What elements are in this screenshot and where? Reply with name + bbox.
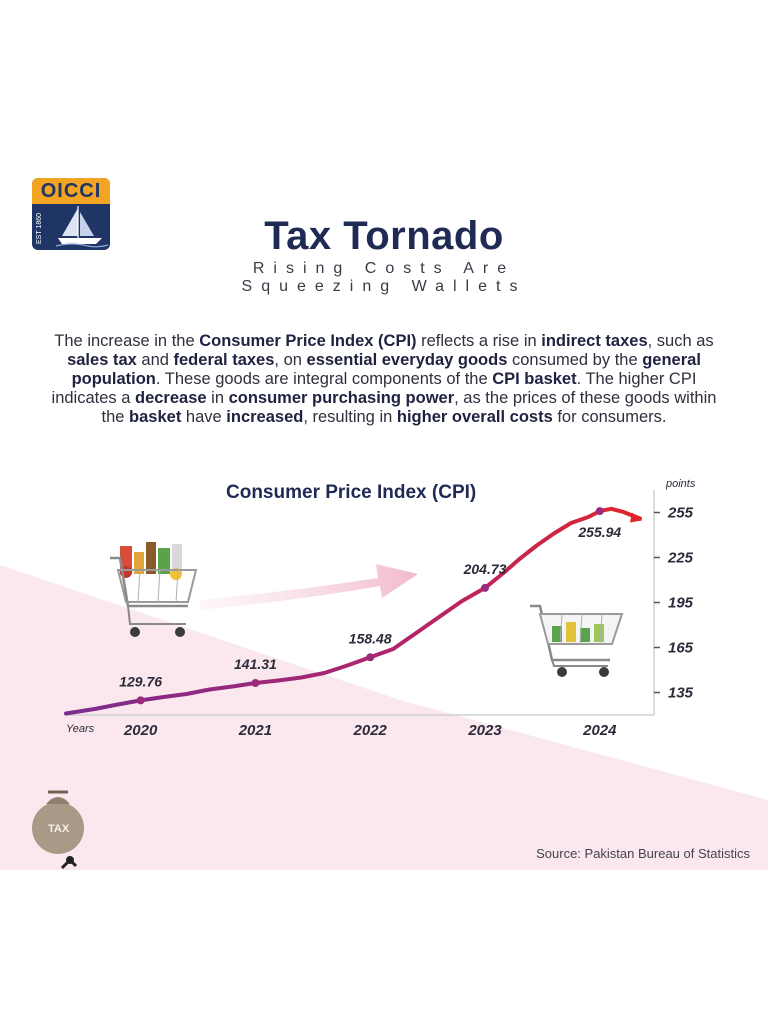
data-label: 141.31 (234, 656, 277, 672)
x-tick-label: 2022 (353, 722, 388, 739)
data-label: 129.76 (119, 673, 162, 689)
subtitle-line-2: Squeezing Wallets (241, 278, 527, 295)
data-point (136, 696, 145, 705)
shopping-cart-icon (530, 604, 624, 677)
logo: OICCI EST 1860 (32, 178, 110, 250)
cpi-line-chart: TAX 135 165 195 225 255 points 2020 2021 2022 202… (32, 478, 696, 870)
shopping-cart-full-icon (110, 542, 198, 637)
poster: OICCI EST 1860 Tax Tornado Rising Costs … (0, 160, 768, 870)
arrow-right-icon (200, 564, 418, 610)
subtitle-line-1: Rising Costs Are (252, 260, 516, 277)
data-point (366, 653, 375, 662)
y-tick-label: 255 (667, 505, 694, 522)
x-tick-label: 2020 (123, 722, 158, 739)
page-title: Tax Tornado (264, 214, 504, 258)
y-tick-label: 165 (668, 640, 694, 657)
svg-text:TAX: TAX (48, 823, 70, 835)
series-end-arrow (630, 512, 642, 523)
logo-text: OICCI (32, 178, 110, 204)
data-point (251, 679, 260, 688)
y-tick-label: 195 (668, 595, 694, 612)
y-tick-label: 225 (667, 550, 694, 567)
x-tick-label: 2024 (582, 722, 617, 739)
background-wedge (0, 565, 768, 870)
y-tick-label: 135 (668, 685, 694, 702)
data-point (481, 583, 490, 592)
data-label: 204.73 (463, 561, 507, 577)
source-note: Source: Pakistan Bureau of Statistics (536, 846, 750, 861)
chart-title: Consumer Price Index (CPI) (226, 482, 477, 503)
data-label: 158.48 (349, 630, 392, 646)
cpi-series-line (64, 506, 642, 716)
intro-paragraph: The increase in the Consumer Price Index… (51, 332, 717, 426)
x-axis-label: Years (66, 723, 95, 735)
x-tick-label: 2021 (238, 722, 272, 739)
data-label: 255.94 (577, 524, 621, 540)
tax-money-bag-icon: TAX (32, 790, 84, 870)
x-tick-label: 2023 (467, 722, 502, 739)
y-axis-label: points (665, 478, 696, 490)
data-point (595, 507, 604, 516)
ship-icon (55, 206, 109, 248)
